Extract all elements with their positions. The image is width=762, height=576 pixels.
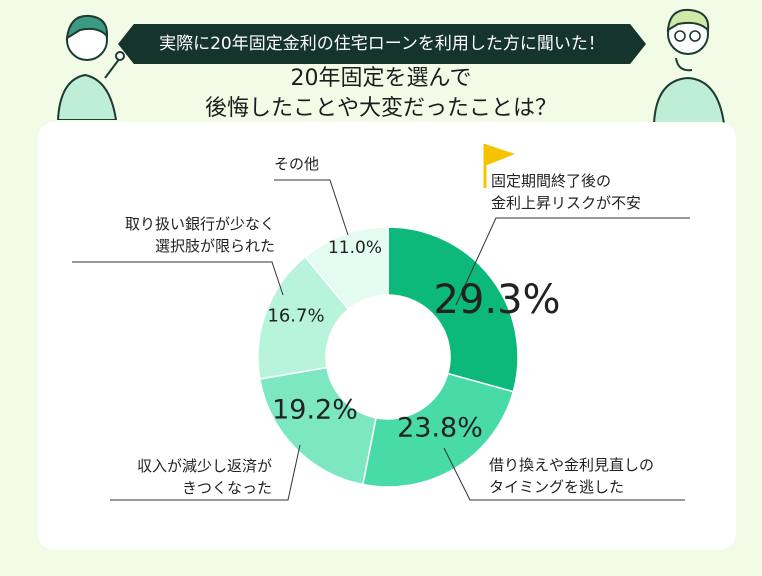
- slice-1-leader-line: [455, 217, 690, 306]
- donut-slice-3: [258, 366, 377, 486]
- slice-2-category-label: 借り換えや金利見直しの タイミングを逃した: [489, 454, 654, 498]
- slice-3-category-label: 収入が減少し返済がきつくなった: [110, 455, 272, 499]
- person-right-illustration: [652, 8, 726, 124]
- survey-banner: 実際に20年固定金利の住宅ローンを利用した方に聞いた！: [118, 24, 646, 64]
- slice-2-category-label-line-2: タイミングを逃した: [489, 478, 625, 496]
- donut-slice-1: [387, 226, 519, 393]
- slice-4-percent-label: 16.7%: [267, 305, 325, 327]
- slice-3-percent-label: 19.2%: [272, 394, 358, 426]
- slice-1-category-label-line-2: 金利上昇リスクが不安: [491, 194, 642, 212]
- slice-4-category-label-line-1: 取り扱い銀行が少なく: [124, 215, 275, 233]
- chart-title-line-2: 後悔したことや大変だったことは？: [204, 96, 557, 121]
- slice-3-category-label-line-2: きつくなった: [181, 479, 272, 497]
- donut-slice-2: [361, 372, 515, 488]
- slice-1-category-label-line-1: 固定期間終了後の: [491, 172, 612, 190]
- slice-5-category-label-line-1: その他: [274, 155, 320, 173]
- donut-slice-5: [304, 226, 389, 311]
- slice-3-leader-line: [110, 444, 301, 501]
- chart-title: 20年固定を選んで 後悔したことや大変だったことは？: [120, 64, 642, 124]
- slice-4-category-label: 取り扱い銀行が少なく選択肢が限られた: [65, 213, 275, 257]
- slice-2-leader-line: [443, 447, 685, 501]
- slice-1-category-label: 固定期間終了後の金利上昇リスクが不安: [491, 170, 641, 214]
- slice-3-category-label-line-1: 収入が減少し返済が: [136, 457, 272, 475]
- slice-2-category-label-line-1: 借り換えや金利見直しの: [489, 456, 655, 474]
- slice-2-percent-label: 23.8%: [397, 412, 483, 444]
- slice-5-leader-line: [274, 179, 349, 236]
- slice-4-category-label-line-2: 選択肢が限られた: [154, 237, 275, 255]
- flag-icon: [483, 144, 515, 188]
- chart-title-line-1: 20年固定を選んで: [290, 66, 472, 91]
- slice-4-leader-line: [72, 261, 284, 296]
- slice-1-percent-label: 29.3%: [433, 277, 561, 323]
- slice-5-percent-label: 11.0%: [327, 238, 383, 258]
- slice-5-category-label: その他: [274, 153, 319, 175]
- person-left-illustration: [56, 14, 125, 120]
